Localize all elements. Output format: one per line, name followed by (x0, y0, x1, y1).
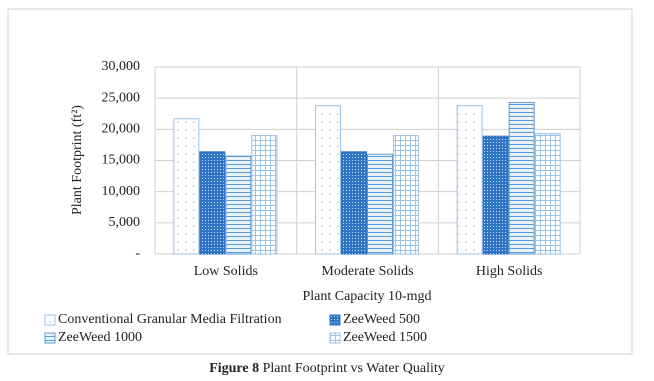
bar (251, 135, 278, 255)
y-tick-label: 10,000 (102, 184, 141, 199)
legend-swatch (44, 314, 56, 326)
x-tick-label: Moderate Solids (321, 264, 413, 279)
caption-label: Figure 8 (209, 361, 259, 376)
bar (482, 135, 509, 255)
y-tick-label: 15,000 (102, 153, 141, 168)
y-tick-label: - (135, 246, 140, 261)
bar (456, 105, 483, 255)
legend-label: Conventional Granular Media Filtration (58, 312, 282, 327)
y-tick-label: 25,000 (102, 90, 141, 105)
bar (315, 105, 341, 255)
legend-label: ZeeWeed 500 (343, 312, 420, 327)
y-tick-label: 20,000 (102, 122, 141, 137)
y-tick-label: 5,000 (109, 215, 141, 230)
bar (173, 118, 200, 255)
legend-swatch (44, 332, 56, 344)
bar (225, 155, 252, 255)
caption-text: Plant Footprint vs Water Quality (263, 361, 445, 376)
legend-label: ZeeWeed 1500 (343, 330, 427, 345)
bar (393, 135, 419, 255)
bar (534, 133, 561, 255)
x-tick-label: High Solids (476, 264, 543, 279)
bar (199, 151, 226, 255)
legend-swatch (329, 332, 341, 344)
legend-label: ZeeWeed 1000 (58, 330, 142, 345)
x-tick-label: Low Solids (194, 264, 258, 279)
legend-swatch (329, 314, 341, 326)
caption: Figure 8 Plant Footprint vs Water Qualit… (209, 361, 445, 376)
y-tick-label: 30,000 (102, 59, 141, 74)
bar (508, 102, 535, 255)
bar (341, 151, 367, 255)
bar (367, 153, 393, 255)
x-axis-label: Plant Capacity 10-mgd (302, 289, 431, 304)
y-axis-label: Plant Footprint (ft²) (70, 105, 85, 215)
